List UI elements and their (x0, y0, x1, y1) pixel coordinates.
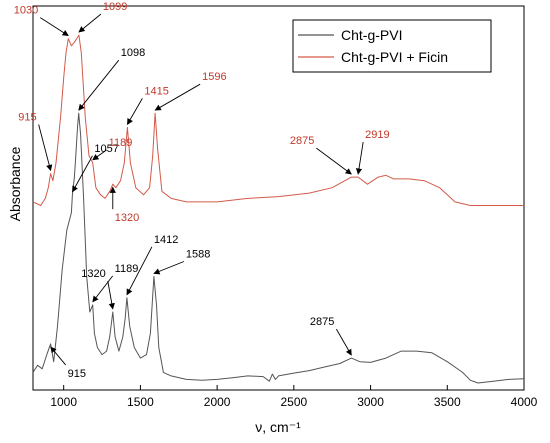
x-tick-label: 2500 (280, 395, 307, 409)
x-tick-label: 3000 (357, 395, 384, 409)
peak-label: 1588 (186, 249, 210, 261)
peak-label: 1057 (94, 143, 118, 155)
plot-frame (32, 5, 525, 391)
series-line-1 (32, 34, 524, 206)
peak-label: 2875 (310, 316, 334, 328)
x-tick-label: 2000 (204, 395, 231, 409)
peak-label: 1415 (144, 85, 168, 97)
legend-label-series-0: Cht-g-PVI (341, 27, 402, 43)
annotation-arrow (78, 59, 120, 111)
annotation-arrow (40, 17, 69, 37)
annotation-layer: 915 1057 1098 1189 1320 1412 1588 2875 915 1030 10… (14, 1, 390, 380)
annotation-arrow (126, 246, 153, 296)
annotation-arrow (335, 328, 352, 356)
peak-label: 2919 (365, 129, 389, 141)
series-layer (32, 34, 525, 384)
peak-label: 1030 (14, 5, 38, 17)
legend: Cht-g-PVI Cht-g-PVI + Ficin (292, 19, 492, 73)
x-tick-label: 4000 (511, 395, 538, 409)
y-axis-title: Absorbance (7, 146, 23, 221)
annotation-arrow (92, 275, 114, 303)
peak-label: 2875 (290, 135, 314, 147)
peak-label: 1189 (115, 263, 139, 275)
annotation-arrow (153, 261, 185, 275)
annotation-arrow (107, 280, 115, 310)
annotation-arrow (50, 346, 66, 366)
annotation-arrow (72, 155, 93, 193)
annotation-arrow (38, 124, 53, 172)
x-tick-label: 1000 (50, 395, 77, 409)
legend-label-series-1: Cht-g-PVI + Ficin (341, 49, 448, 65)
annotation-arrow (355, 142, 364, 175)
series-line-0 (32, 112, 525, 384)
peak-label: 1412 (154, 234, 178, 246)
x-tick-label: 3500 (434, 395, 461, 409)
peak-label: 1320 (115, 212, 139, 224)
x-axis-title: ν, cm⁻¹ (255, 419, 301, 435)
peak-label: 1320 (81, 268, 105, 280)
x-tick-label: 1500 (127, 395, 154, 409)
peak-label: 1098 (121, 47, 145, 59)
annotation-arrow (126, 98, 143, 125)
annotation-arrow (154, 83, 201, 111)
peak-label: 1189 (109, 137, 133, 149)
x-axis-ticks: 1000 1500 2000 2500 3000 3500 4000 (50, 385, 538, 409)
legend-box (292, 19, 492, 73)
peak-label: 915 (18, 112, 36, 124)
annotation-arrow (92, 149, 107, 161)
peak-label: 1596 (202, 71, 226, 83)
peak-label: 915 (68, 368, 86, 380)
annotation-arrow (78, 13, 102, 33)
annotation-arrow (316, 147, 352, 175)
peak-label: 1099 (103, 1, 127, 13)
